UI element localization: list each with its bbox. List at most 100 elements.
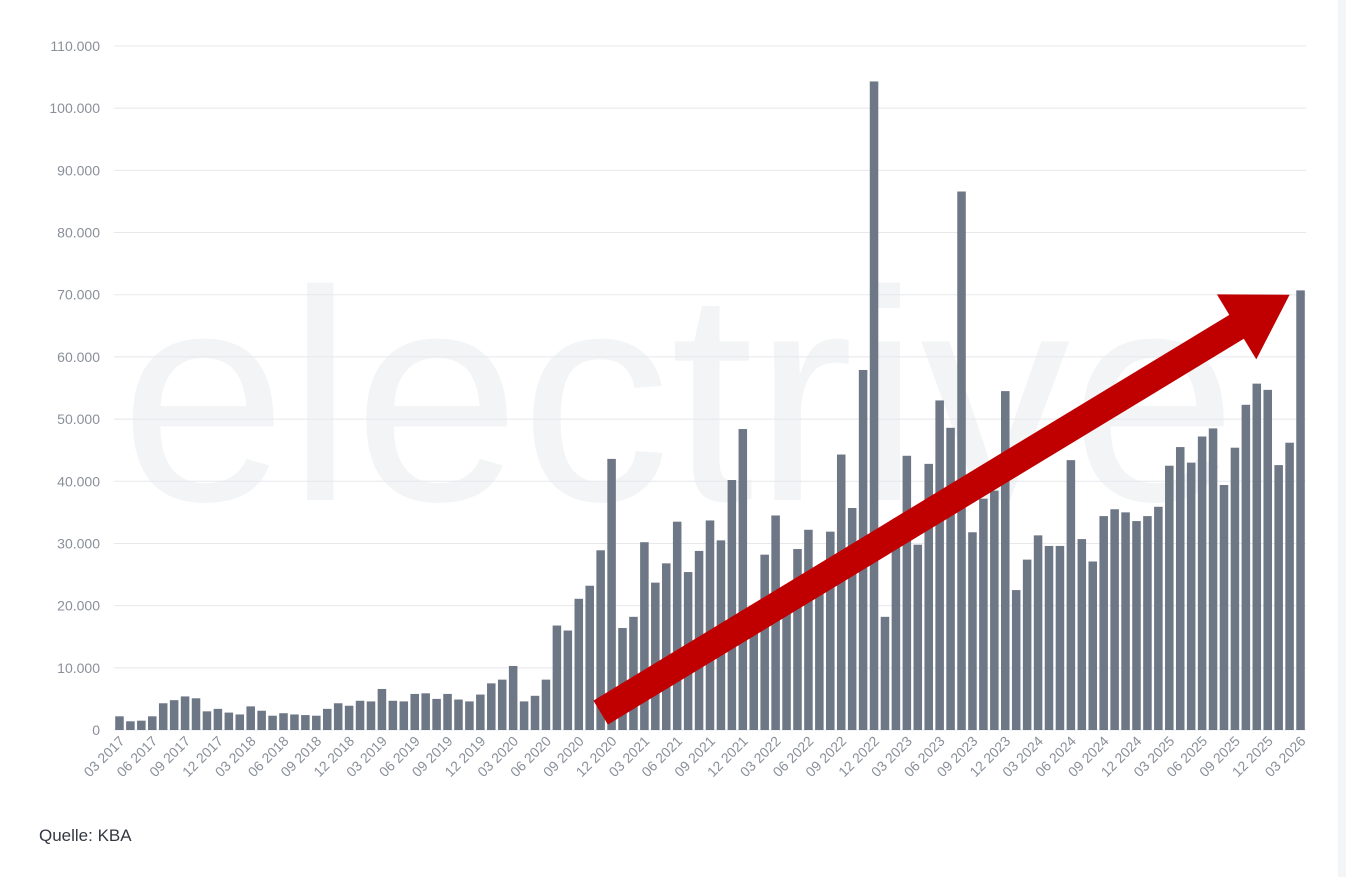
bar [946,427,955,730]
bar [1165,465,1174,730]
y-tick-label: 60.000 [57,349,100,365]
bar [180,696,190,730]
bar [366,701,376,730]
bar [957,191,966,731]
bar [344,705,354,730]
bar [410,693,419,730]
bar [322,708,332,730]
watermark: electrive [120,228,1237,564]
y-tick-label: 90.000 [57,162,100,178]
bar [815,587,824,730]
bar [1088,561,1098,730]
bar [979,498,988,730]
bar [1143,516,1152,730]
bar [279,713,288,730]
y-tick-label: 0 [92,722,100,738]
bar [290,714,299,730]
bar [312,715,321,730]
bar [1055,545,1065,730]
y-tick-label: 10.000 [57,660,100,676]
bar [1110,509,1119,730]
bar [793,549,802,730]
bar [1175,447,1185,730]
bar [158,703,168,730]
bar [1044,545,1054,730]
bar [618,628,627,730]
bar [148,716,157,730]
bar [902,455,912,730]
bar [246,706,255,730]
bar [552,625,562,730]
bar [563,630,573,730]
bar [519,701,529,730]
bar [1077,539,1087,730]
bar [191,698,201,730]
bar [421,693,430,730]
y-tick-label: 110.000 [50,38,100,54]
bar [629,616,638,730]
bar [869,81,879,731]
bar [1208,428,1218,730]
bar [607,458,616,730]
y-tick-label: 50.000 [57,411,100,427]
bar [913,544,923,730]
bar [1230,447,1240,730]
bar [596,550,605,730]
bar [1274,465,1283,730]
bar [432,698,441,730]
bar [169,700,179,730]
bar [224,712,234,730]
bar [137,720,146,730]
trend-arrow-shape [593,294,1290,725]
bar [1099,516,1108,730]
y-tick-label: 40.000 [57,473,100,489]
bar [836,454,846,730]
bar [1197,436,1207,730]
bar [1011,590,1021,730]
bar [1186,462,1196,730]
bar [585,585,594,730]
bar [487,683,496,730]
bar [661,563,671,730]
bar [574,598,584,730]
y-tick-label: 30.000 [57,535,100,551]
trend-arrow [593,294,1290,725]
bar [651,582,660,730]
bar [1219,485,1229,730]
y-axis-ticks: 0 10.000 20.000 30.000 40.000 50.000 60.000 70.… [49,38,100,738]
bar [749,632,759,730]
bar [235,714,245,730]
y-tick-label: 80.000 [57,225,100,241]
source-note: Quelle: KBA [39,826,132,845]
bar [377,688,387,730]
bar [990,490,999,730]
bar [1263,389,1272,730]
bar [355,700,365,730]
bar [1285,442,1294,730]
bar [213,708,223,730]
bar [880,616,890,730]
bar [738,429,748,730]
bar [968,532,977,730]
bar [891,528,901,730]
bar [847,508,857,730]
bar [1132,521,1141,730]
bar [935,400,944,730]
bar [126,721,135,730]
bar [705,520,715,730]
bar [388,700,398,730]
bar [1022,559,1032,730]
bar [1241,404,1251,730]
bar [804,529,813,730]
bar [268,715,277,730]
bar [257,710,266,730]
page-edge [1338,0,1346,877]
bar [476,694,485,730]
bar [541,679,551,730]
bar [760,554,769,730]
bar [333,703,343,730]
bar [301,715,310,730]
